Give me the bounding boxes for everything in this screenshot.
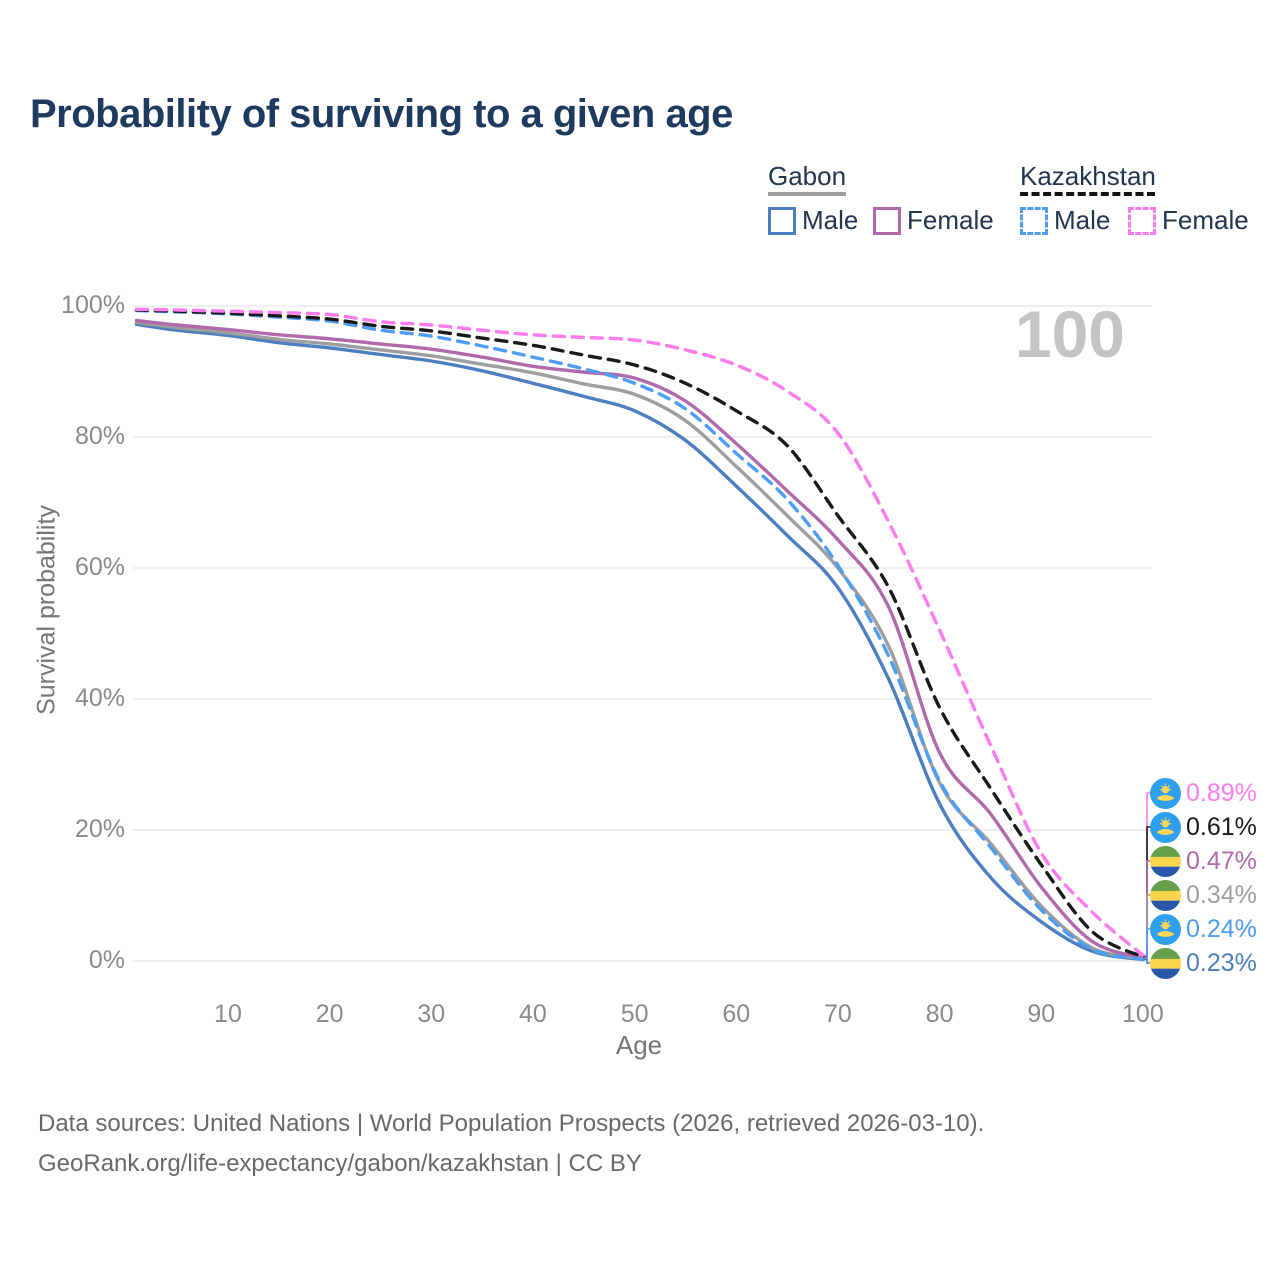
connector-gabon-male: [1143, 958, 1153, 964]
curves: [134, 307, 1145, 962]
endpoint-value: 0.24%: [1186, 914, 1257, 943]
legend-label: Male: [802, 205, 859, 235]
x-tick-label: 80: [925, 1000, 954, 1028]
y-tick-label: 100%: [61, 291, 125, 319]
y-tick-label: 60%: [74, 553, 125, 581]
hovered-age-watermark: 100: [1014, 297, 1125, 371]
kazakhstan-flag-icon: [1150, 777, 1181, 809]
x-axis-title: Age: [615, 1030, 663, 1060]
endpoint-kazakhstan-male: 0.24%: [1150, 913, 1257, 945]
x-tick-label: 100: [1122, 1000, 1164, 1028]
curve-kazakhstan-male: [134, 308, 1145, 962]
legend-label: Male: [1054, 205, 1111, 235]
page-title: Probability of surviving to a given age: [30, 92, 733, 136]
x-tick-label: 20: [315, 1000, 344, 1028]
curve-gabon-male: [134, 322, 1145, 962]
curve-kazakhstan-total: [134, 308, 1145, 959]
kazakhstan-male-swatch-icon: [1020, 206, 1048, 235]
endpoint-value: 0.34%: [1186, 880, 1257, 909]
x-tick-label: 40: [519, 1000, 547, 1028]
legend-item-kazakhstan-female[interactable]: Female: [1128, 205, 1249, 236]
legend-item-gabon-female[interactable]: Female: [873, 205, 994, 236]
x-tick-label: 10: [214, 1000, 242, 1028]
endpoint-value: 0.23%: [1186, 948, 1257, 977]
kazakhstan-flag-icon: [1150, 811, 1181, 843]
kazakhstan-female-swatch-icon: [1128, 206, 1156, 235]
gabon-flag-icon: [1150, 879, 1181, 911]
legend-gabon-line-swatch: [768, 192, 846, 196]
y-tick-label: 0%: [88, 946, 125, 974]
endpoint-value: 0.47%: [1186, 846, 1257, 875]
curve-gabon-female: [134, 318, 1145, 960]
endpoint-connectors: [1143, 792, 1153, 964]
endpoint-gabon-total: 0.34%: [1150, 879, 1257, 911]
curve-gabon-total: [134, 320, 1145, 961]
data-sources-text: Data sources: United Nations | World Pop…: [38, 1110, 985, 1137]
x-tick-label: 30: [417, 1000, 446, 1028]
endpoint-value: 0.89%: [1186, 778, 1257, 807]
legend-group-gabon-label: Gabon: [768, 161, 847, 191]
x-tick-label: 90: [1027, 1000, 1056, 1028]
gabon-flag-icon: [1150, 845, 1181, 877]
curve-kazakhstan-female: [134, 307, 1145, 957]
legend-group-kazakhstan-label: Kazakhstan: [1020, 161, 1156, 191]
gabon-male-swatch-icon: [768, 206, 796, 235]
y-tick-label: 40%: [74, 684, 125, 712]
endpoint-kazakhstan-total: 0.61%: [1150, 811, 1257, 843]
attribution-text: GeoRank.org/life-expectancy/gabon/kazakh…: [38, 1150, 642, 1177]
kazakhstan-flag-icon: [1150, 913, 1181, 945]
legend-label: Female: [907, 205, 994, 235]
legend-item-gabon-male[interactable]: Male: [768, 205, 858, 236]
legend-item-kazakhstan-male[interactable]: Male: [1020, 205, 1110, 236]
endpoint-kazakhstan-female: 0.89%: [1150, 777, 1257, 809]
gridlines: [133, 305, 1152, 962]
x-tick-label: 60: [722, 1000, 751, 1028]
endpoint-gabon-female: 0.47%: [1150, 845, 1257, 877]
x-tick-label: 50: [620, 1000, 649, 1028]
endpoint-value: 0.61%: [1186, 812, 1257, 841]
gabon-flag-icon: [1150, 947, 1181, 979]
gabon-female-swatch-icon: [873, 206, 901, 235]
legend-label: Female: [1162, 205, 1249, 235]
y-tick-label: 80%: [74, 422, 125, 450]
y-tick-label: 20%: [74, 815, 125, 843]
legend-kazakhstan-line-swatch: [1020, 192, 1155, 196]
x-tick-label: 70: [824, 1000, 852, 1028]
endpoint-gabon-male: 0.23%: [1150, 947, 1257, 979]
